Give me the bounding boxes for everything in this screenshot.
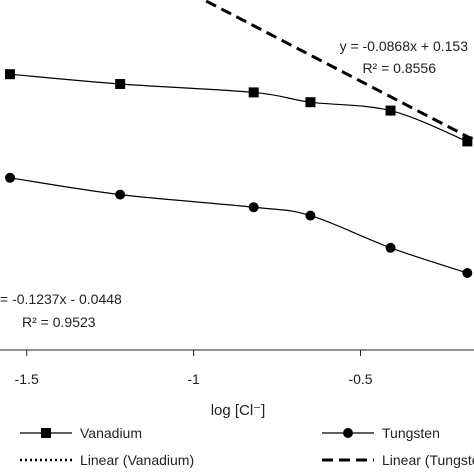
legend-circle-marker [343, 428, 353, 438]
tungsten-point [248, 202, 259, 213]
equation-annotation: R² = 0.9523 [22, 314, 96, 330]
legend-label: Vanadium [80, 425, 142, 441]
legend-item-linear-vanadium: Linear (Vanadium) [20, 452, 194, 468]
vanadium-point [248, 87, 259, 98]
legend-label: Linear (Tungsten) [382, 452, 474, 468]
vanadium-point [305, 97, 316, 108]
legend-item-tungsten: Tungsten [322, 425, 440, 441]
vanadium-point [115, 79, 126, 89]
x-tick-labels: -1.5 -1 -0.5 [15, 350, 373, 387]
equation-annotation: y = -0.0868x + 0.153 [340, 38, 469, 54]
vanadium-point [462, 136, 473, 147]
vanadium-line [9, 73, 468, 142]
tungsten-point [305, 210, 316, 221]
legend-square-marker [41, 428, 51, 438]
legend-label: Tungsten [382, 425, 440, 441]
legend-item-vanadium: Vanadium [20, 425, 142, 441]
vanadium-point [5, 69, 16, 80]
tungsten-point [385, 242, 396, 253]
x-axis-title: log [Cl⁻] [211, 402, 266, 419]
equation-annotation: = -0.1237x - 0.0448 [0, 291, 122, 307]
trendline-linear-tungsten [200, 0, 474, 142]
data-series [5, 69, 473, 278]
legend-label: Linear (Vanadium) [80, 452, 194, 468]
x-tick-label: -0.5 [348, 371, 372, 387]
tungsten-point [5, 172, 16, 183]
vanadium-point [385, 105, 396, 116]
equation-annotation: R² = 0.8556 [362, 60, 436, 76]
tungsten-point [462, 268, 473, 278]
legend-item-linear-tungsten: Linear (Tungsten) [322, 452, 474, 468]
x-tick-label: -1 [187, 371, 200, 387]
legend: Vanadium Tungsten Linear (Vanadium) Linear … [20, 425, 474, 468]
trendlines [200, 0, 474, 142]
tungsten-line [9, 177, 468, 274]
x-tick-label: -1.5 [15, 371, 39, 387]
tungsten-point [115, 189, 126, 200]
equation-annotations: y = -0.0868x + 0.153 R² = 0.8556 = -0.1237… [0, 38, 468, 330]
